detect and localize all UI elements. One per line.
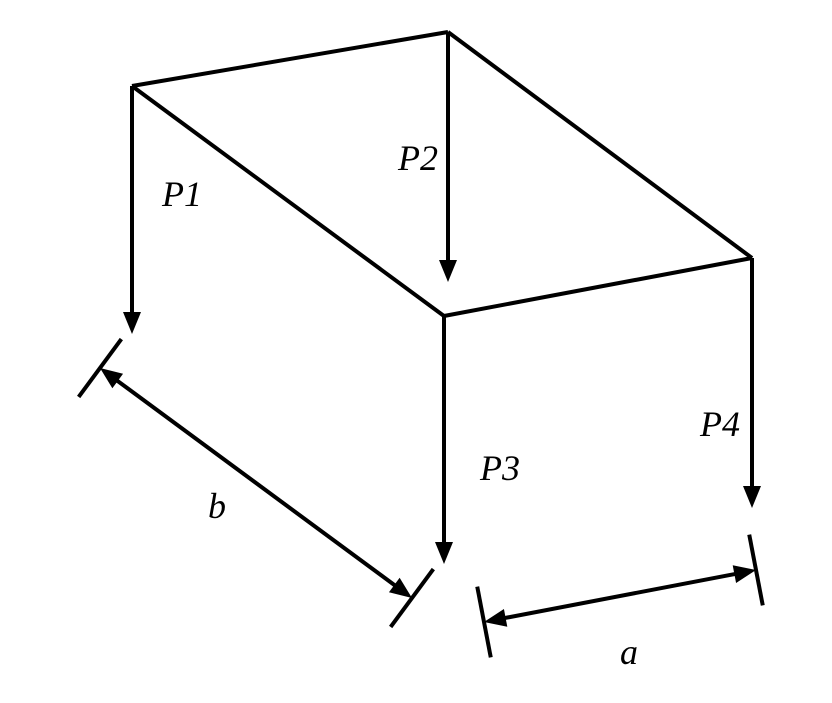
dim-b-tick-1 — [79, 339, 122, 397]
label-layer: P1 P2 P3 P4 a b — [161, 138, 740, 672]
label-b: b — [208, 486, 226, 526]
dim-b — [109, 375, 403, 592]
label-P3: P3 — [479, 448, 520, 488]
label-P2: P2 — [397, 138, 438, 178]
edge-front — [444, 258, 752, 316]
label-a: a — [620, 632, 638, 672]
label-P1: P1 — [161, 174, 202, 214]
geometry-layer — [79, 32, 763, 657]
edge-right — [448, 32, 752, 258]
dim-a — [495, 572, 745, 620]
dim-b-tick-2 — [391, 569, 434, 627]
label-P4: P4 — [699, 404, 740, 444]
force-diagram: P1 P2 P3 P4 a b — [0, 0, 832, 703]
edge-back — [132, 32, 448, 86]
